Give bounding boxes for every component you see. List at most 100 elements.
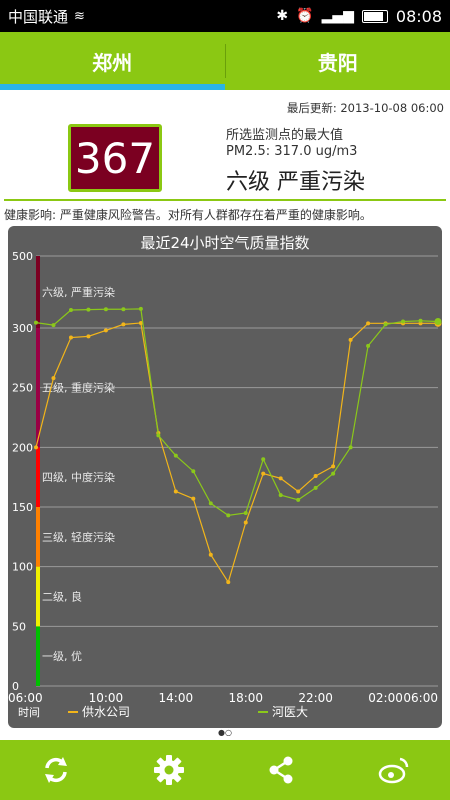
data-point [348, 337, 353, 342]
level-band-label: 五级, 重度污染 [42, 381, 115, 395]
level-band [36, 256, 40, 328]
tab-guiyang[interactable]: 贵阳 [317, 50, 358, 75]
y-tick-label: 0 [12, 680, 19, 693]
level-band-label: 三级, 轻度污染 [42, 530, 115, 544]
aqi-chart-svg: 最近24小时空气质量指数 0 50 100 150 200 250 300 500 一级, 优 二级… [8, 234, 442, 719]
level-band [36, 566, 40, 627]
data-point [68, 308, 73, 312]
legend-label: 河医大 [272, 705, 308, 719]
gear-icon [153, 755, 184, 785]
city-tabs: 郑州 贵阳 [0, 32, 450, 90]
level-band [36, 626, 40, 686]
aqi-chart[interactable]: 最近24小时空气质量指数 0 50 100 150 200 250 300 500 一级, 优 二级… [8, 226, 442, 728]
data-point [34, 320, 38, 325]
data-point [208, 552, 213, 557]
weibo-icon [378, 757, 409, 784]
data-point [434, 318, 442, 326]
data-point [401, 319, 406, 324]
health-impact: 健康影响: 严重健康风险警告。对所有人群都存在着严重的健康影响。 [4, 208, 372, 222]
clock: 08:08 [395, 6, 442, 26]
data-point [68, 335, 73, 340]
data-point [173, 453, 178, 458]
data-point [331, 464, 336, 469]
legend-label: 供水公司 [82, 705, 130, 719]
aqi-value: 367 [68, 124, 162, 192]
data-point [331, 471, 336, 476]
data-point [278, 476, 283, 481]
data-point [103, 328, 108, 333]
signal-icon: ▂▄▆ [321, 8, 354, 24]
data-point [366, 343, 371, 348]
x-tick-label: 14:00 [159, 691, 194, 705]
tab-zhengzhou[interactable]: 郑州 [0, 32, 225, 90]
data-point [34, 445, 38, 450]
max-value-label: 所选监测点的最大值 [226, 128, 344, 143]
level-band-label: 二级, 良 [42, 590, 82, 604]
bluetooth-icon: ✱ [276, 8, 289, 24]
data-point [208, 501, 213, 506]
settings-button[interactable] [139, 740, 199, 800]
y-tick-label: 150 [12, 501, 33, 514]
data-point [348, 445, 353, 450]
data-point [226, 513, 231, 518]
level-band [36, 507, 40, 567]
last-updated: 最后更新: 2013-10-08 06:00 [286, 101, 444, 115]
data-point [296, 497, 301, 502]
y-tick-label: 100 [12, 561, 33, 574]
level-band-label: 四级, 中度污染 [42, 470, 115, 484]
data-point [138, 306, 143, 311]
y-tick-label: 300 [12, 322, 33, 335]
level-band [36, 328, 40, 448]
data-point [261, 457, 266, 462]
alarm-icon: ⏰ [296, 8, 314, 24]
x-tick-label: 10:00 [89, 691, 124, 705]
x-tick-label: 22:00 [298, 691, 333, 705]
page-indicator: ●○ [218, 728, 232, 737]
refresh-button[interactable] [26, 740, 86, 800]
series-line [35, 308, 439, 516]
data-point [313, 485, 318, 490]
tab-divider [224, 44, 226, 78]
data-point [383, 322, 388, 327]
x-axis-label: 时间 [18, 706, 40, 719]
battery-icon [361, 9, 388, 23]
y-tick-label: 50 [12, 620, 26, 633]
carrier-name: 中国联通 [8, 7, 69, 26]
data-point [51, 376, 56, 381]
data-point [121, 322, 126, 327]
data-point [278, 493, 283, 498]
level-band-label: 一级, 优 [42, 650, 82, 663]
x-tick-label: 18:00 [228, 691, 263, 705]
share-icon [269, 756, 293, 784]
x-tick-label: 06:00 [8, 691, 43, 705]
data-point [243, 520, 248, 525]
x-tick-label: 02:00 [368, 691, 403, 705]
data-point [226, 580, 231, 585]
data-point [173, 489, 178, 494]
y-tick-label: 500 [12, 250, 33, 263]
data-point [243, 510, 248, 515]
data-point [191, 496, 196, 501]
data-point [138, 320, 143, 325]
chart-title: 最近24小时空气质量指数 [140, 234, 309, 252]
data-point [366, 321, 371, 326]
data-point [86, 334, 91, 339]
y-tick-label: 250 [12, 382, 33, 395]
wifi-icon: ≋ [74, 8, 85, 24]
weibo-button[interactable] [364, 740, 424, 800]
data-point [86, 307, 91, 312]
y-tick-label: 200 [12, 441, 33, 454]
data-point [313, 473, 318, 478]
data-point [51, 323, 56, 328]
data-point [156, 433, 161, 438]
x-tick-label: 06:00 [403, 691, 438, 705]
level-band [36, 447, 40, 507]
divider-line [4, 199, 446, 201]
refresh-icon [45, 757, 68, 783]
status-bar: 中国联通 ≋ ✱ ⏰ ▂▄▆ 08:08 [0, 0, 450, 32]
pm25-value: PM2.5: 317.0 ug/m3 [226, 144, 358, 159]
data-point [103, 307, 108, 312]
bottom-toolbar [0, 740, 450, 800]
data-point [261, 471, 266, 476]
share-button[interactable] [251, 740, 311, 800]
